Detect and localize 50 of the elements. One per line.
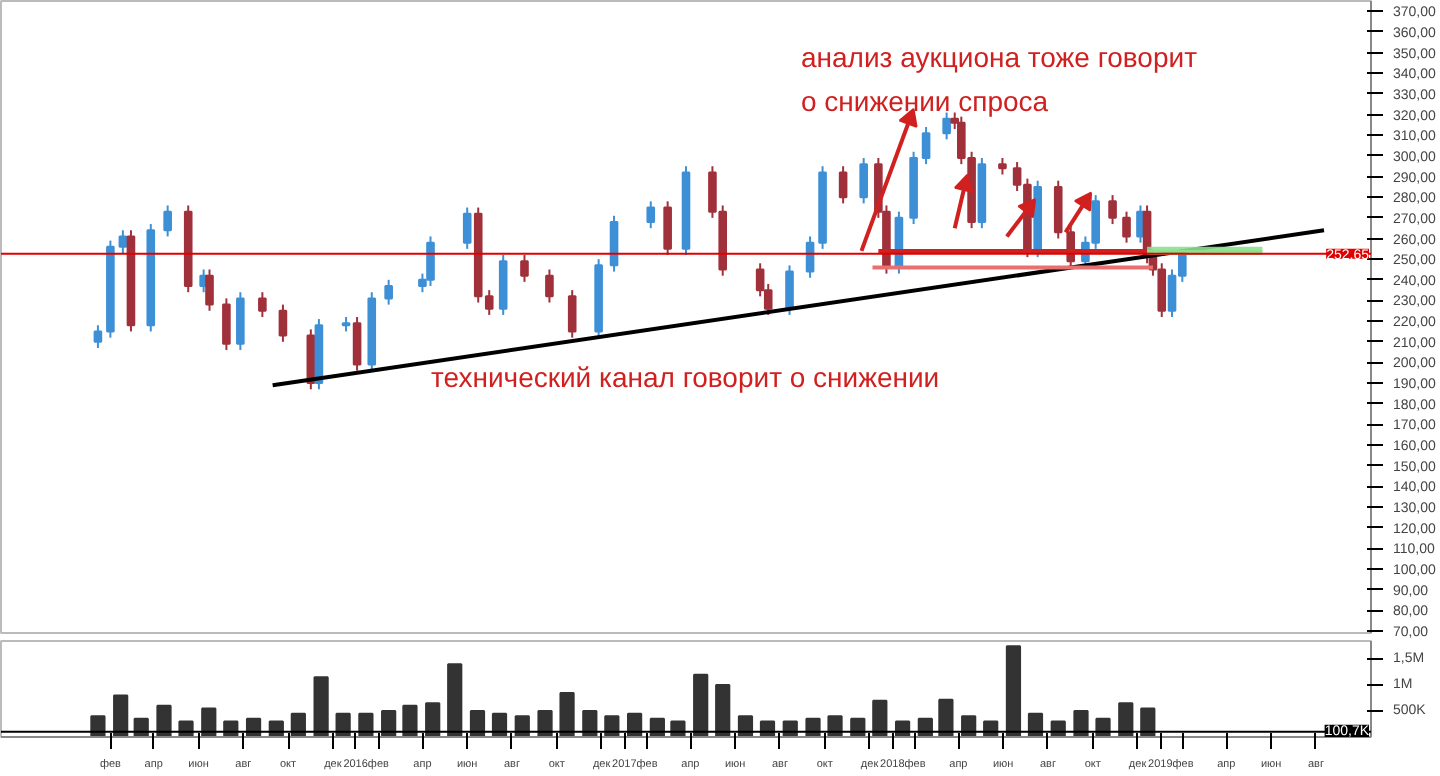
candlestick [785, 264, 794, 316]
bar [90, 715, 106, 737]
candlestick [163, 204, 172, 238]
candlestick [1053, 179, 1063, 240]
candlestick [1108, 194, 1117, 226]
bar [693, 673, 709, 737]
bar [938, 698, 954, 737]
bar [537, 710, 553, 737]
candlestick [93, 324, 103, 349]
candlestick [236, 291, 245, 352]
annotation: технический канал говорит о снижении [431, 361, 940, 393]
annotation: о снижении спроса [801, 85, 1049, 117]
bar [1005, 645, 1022, 737]
bar [113, 694, 129, 737]
candlestick [462, 206, 472, 250]
bar [402, 704, 418, 737]
bar [358, 712, 374, 737]
bar [827, 715, 843, 737]
bar [559, 691, 575, 737]
candlestick [567, 289, 577, 339]
annotation: анализ аукциона тоже говорит [801, 41, 1199, 73]
candlestick [384, 278, 393, 306]
candlestick [921, 125, 931, 166]
candlestick [646, 200, 656, 230]
candlestick [222, 297, 231, 352]
candlestick [942, 111, 951, 141]
candlestick [426, 235, 435, 288]
bar [872, 699, 888, 737]
bar [1073, 710, 1089, 737]
bar [1140, 707, 1156, 737]
candlestick [520, 254, 529, 283]
candlestick [352, 316, 362, 372]
bar [156, 704, 172, 737]
bar [715, 684, 731, 737]
candlestick [498, 254, 508, 316]
candlestick [545, 268, 554, 304]
candlestick [118, 229, 128, 254]
bar [447, 663, 463, 737]
candlestick [258, 291, 267, 318]
candlestick [205, 268, 214, 312]
candlestick [1122, 210, 1131, 244]
bar [425, 702, 441, 737]
bar [313, 676, 329, 737]
candlestick [838, 165, 848, 205]
candlestick [278, 303, 288, 343]
bar [201, 707, 217, 737]
bar [1118, 702, 1134, 737]
candlestick [663, 200, 672, 257]
candlestick [1157, 262, 1167, 318]
candlestick [859, 156, 868, 205]
